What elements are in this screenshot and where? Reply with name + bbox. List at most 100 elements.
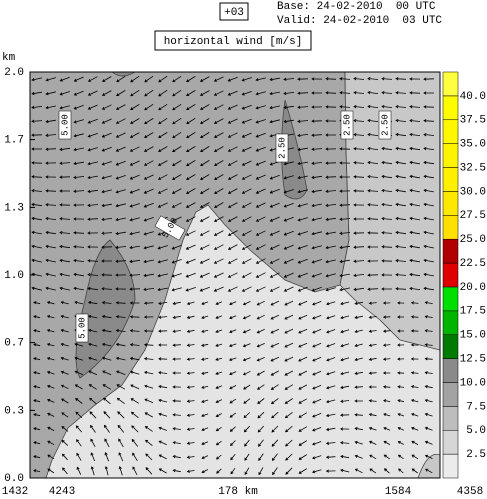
contour-labels: 5.002.502.50 2.505.005.00 xyxy=(58,110,392,343)
wind-arrow xyxy=(243,425,250,433)
wind-arrow xyxy=(311,161,323,165)
wind-arrow xyxy=(397,441,404,445)
wind-arrow xyxy=(241,286,252,292)
colorbar-band xyxy=(442,358,459,383)
wind-arrow xyxy=(395,91,407,95)
wind-arrow xyxy=(409,202,420,207)
wind-arrow xyxy=(213,230,224,236)
wind-arrow xyxy=(129,160,140,166)
wind-arrow xyxy=(243,398,251,404)
wind-arrow xyxy=(60,301,69,305)
wind-arrow xyxy=(213,132,224,138)
wind-arrow xyxy=(367,189,379,193)
wind-arrow xyxy=(88,356,98,361)
wind-arrow xyxy=(353,77,365,81)
wind-arrow xyxy=(229,301,237,306)
wind-arrow xyxy=(87,118,98,124)
wind-arrow xyxy=(423,216,434,221)
chart-title: horizontal wind [m/s] xyxy=(164,36,303,48)
colorbar-band xyxy=(442,334,459,359)
wind-arrow xyxy=(382,357,391,361)
wind-arrow xyxy=(297,272,308,278)
wind-arrow xyxy=(423,286,434,291)
wind-arrow xyxy=(200,104,210,110)
wind-arrow xyxy=(87,286,99,291)
wind-arrow xyxy=(242,329,251,334)
wind-arrow xyxy=(144,118,154,124)
contour-label-box xyxy=(378,110,392,140)
wind-arrow xyxy=(241,202,252,208)
wind-arrow xyxy=(424,315,433,319)
wind-arrow xyxy=(271,425,279,433)
wind-arrow xyxy=(229,385,237,390)
wind-arrow xyxy=(199,202,210,208)
wind-arrow xyxy=(130,411,139,419)
wind-arrow xyxy=(143,329,154,333)
y-tick-label: 1.0 xyxy=(4,270,24,282)
wind-arrow xyxy=(73,90,84,96)
colorbar-band xyxy=(442,191,459,216)
wind-arrow xyxy=(368,329,377,333)
wind-arrow xyxy=(158,329,168,333)
wind-arrow xyxy=(171,202,182,208)
wind-arrow xyxy=(143,174,154,180)
wind-arrow xyxy=(258,439,264,447)
wind-arrow xyxy=(425,468,433,474)
wind-arrow xyxy=(269,244,280,250)
wind-arrow xyxy=(382,343,391,347)
wind-arrow xyxy=(59,76,70,82)
wind-arrow xyxy=(172,131,182,139)
wind-arrow xyxy=(284,370,294,376)
wind-arrow xyxy=(312,370,322,376)
colorbar-tick-label: 5.0 xyxy=(466,425,486,437)
wind-arrow xyxy=(158,75,168,83)
wind-arrow xyxy=(368,413,377,417)
wind-arrow xyxy=(90,438,96,447)
x-label: 4243 xyxy=(49,486,75,498)
wind-arrow xyxy=(129,343,140,347)
wind-arrow xyxy=(339,175,350,179)
wind-arrow xyxy=(200,160,210,166)
wind-arrow xyxy=(395,202,406,207)
wind-arrow xyxy=(326,329,336,334)
wind-arrow xyxy=(144,89,154,97)
wind-arrow xyxy=(311,203,322,208)
wind-arrow xyxy=(297,77,309,81)
wind-arrow xyxy=(200,146,210,152)
wind-arrow xyxy=(409,258,420,263)
wind-arrow xyxy=(285,439,293,447)
wind-arrow xyxy=(244,453,250,461)
wind-arrow xyxy=(45,133,57,137)
wind-arrow xyxy=(47,426,55,431)
wind-arrow xyxy=(409,146,421,151)
wind-arrow xyxy=(241,91,252,96)
wind-arrow xyxy=(269,91,280,96)
colorbar-tick-label: 12.5 xyxy=(460,353,486,365)
wind-arrow xyxy=(368,385,377,389)
wind-arrow xyxy=(104,452,109,462)
wind-arrow xyxy=(325,441,336,445)
wind-arrow xyxy=(367,105,379,109)
wind-arrow xyxy=(354,315,363,319)
colorbar-band xyxy=(442,286,459,312)
wind-arrow xyxy=(215,315,223,319)
wind-arrow xyxy=(298,300,308,306)
wind-arrow xyxy=(354,427,363,431)
wind-arrow xyxy=(383,399,391,403)
wind-arrow xyxy=(339,189,351,193)
wind-arrow xyxy=(201,399,209,403)
wind-arrow xyxy=(381,146,393,151)
wind-arrow xyxy=(297,133,309,137)
wind-arrow xyxy=(186,413,195,417)
wind-arrow xyxy=(339,231,351,235)
wind-arrow xyxy=(269,202,280,208)
wind-arrow xyxy=(255,258,266,264)
wind-arrow xyxy=(284,356,294,362)
wind-arrow xyxy=(185,244,196,250)
wind-arrow xyxy=(241,188,252,194)
wind-arrow xyxy=(186,76,196,82)
wind-arrow xyxy=(31,286,42,291)
forecast-hour: +03 xyxy=(224,7,244,19)
wind-arrow xyxy=(172,399,181,403)
